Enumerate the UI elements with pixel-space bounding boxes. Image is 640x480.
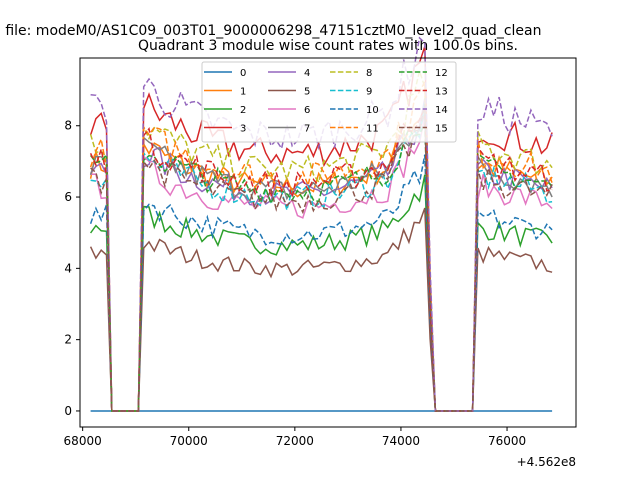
legend-label-7: 7 (304, 124, 310, 135)
x-tick-label: 70000 (170, 434, 208, 448)
y-tick-label: 8 (64, 119, 72, 133)
legend-label-15: 15 (435, 124, 448, 135)
legend-label-11: 11 (366, 124, 379, 135)
legend-label-1: 1 (240, 87, 246, 98)
legend-label-3: 3 (240, 124, 246, 135)
figure-suptitle: n file: modeM0/AS1C09_003T01_9000006298_… (0, 23, 541, 39)
chart-title: Quadrant 3 module wise count rates with … (138, 38, 518, 54)
legend-label-8: 8 (366, 68, 372, 79)
legend-label-4: 4 (304, 68, 310, 79)
legend-label-12: 12 (435, 68, 448, 79)
series-line-4 (89, 98, 553, 412)
x-offset-label: +4.562e8 (517, 455, 576, 469)
x-tick-label: 76000 (488, 434, 526, 448)
x-tick-label: 72000 (276, 434, 314, 448)
x-tick-label: 68000 (64, 434, 102, 448)
legend-label-2: 2 (240, 105, 246, 116)
legend-label-13: 13 (435, 87, 448, 98)
legend-label-6: 6 (304, 105, 310, 116)
y-tick-label: 4 (64, 261, 72, 275)
x-axis: 68000 70000 72000 74000 76000 (64, 427, 526, 448)
series-line-5 (89, 207, 553, 412)
series-line-2 (89, 174, 553, 412)
legend-label-10: 10 (366, 105, 379, 116)
legend-box (201, 61, 457, 143)
legend-label-9: 9 (366, 87, 372, 98)
series-line-13 (89, 107, 553, 412)
legend-label-14: 14 (435, 105, 448, 116)
y-tick-label: 0 (64, 404, 72, 418)
plot-frame (79, 57, 577, 428)
legend-label-0: 0 (240, 68, 246, 79)
x-tick-label: 74000 (382, 434, 420, 448)
legend-label-5: 5 (304, 87, 310, 98)
y-axis: 0 2 4 6 8 (64, 119, 80, 418)
y-tick-label: 6 (64, 190, 72, 204)
series-line-15 (90, 104, 553, 412)
y-tick-label: 2 (64, 333, 72, 347)
